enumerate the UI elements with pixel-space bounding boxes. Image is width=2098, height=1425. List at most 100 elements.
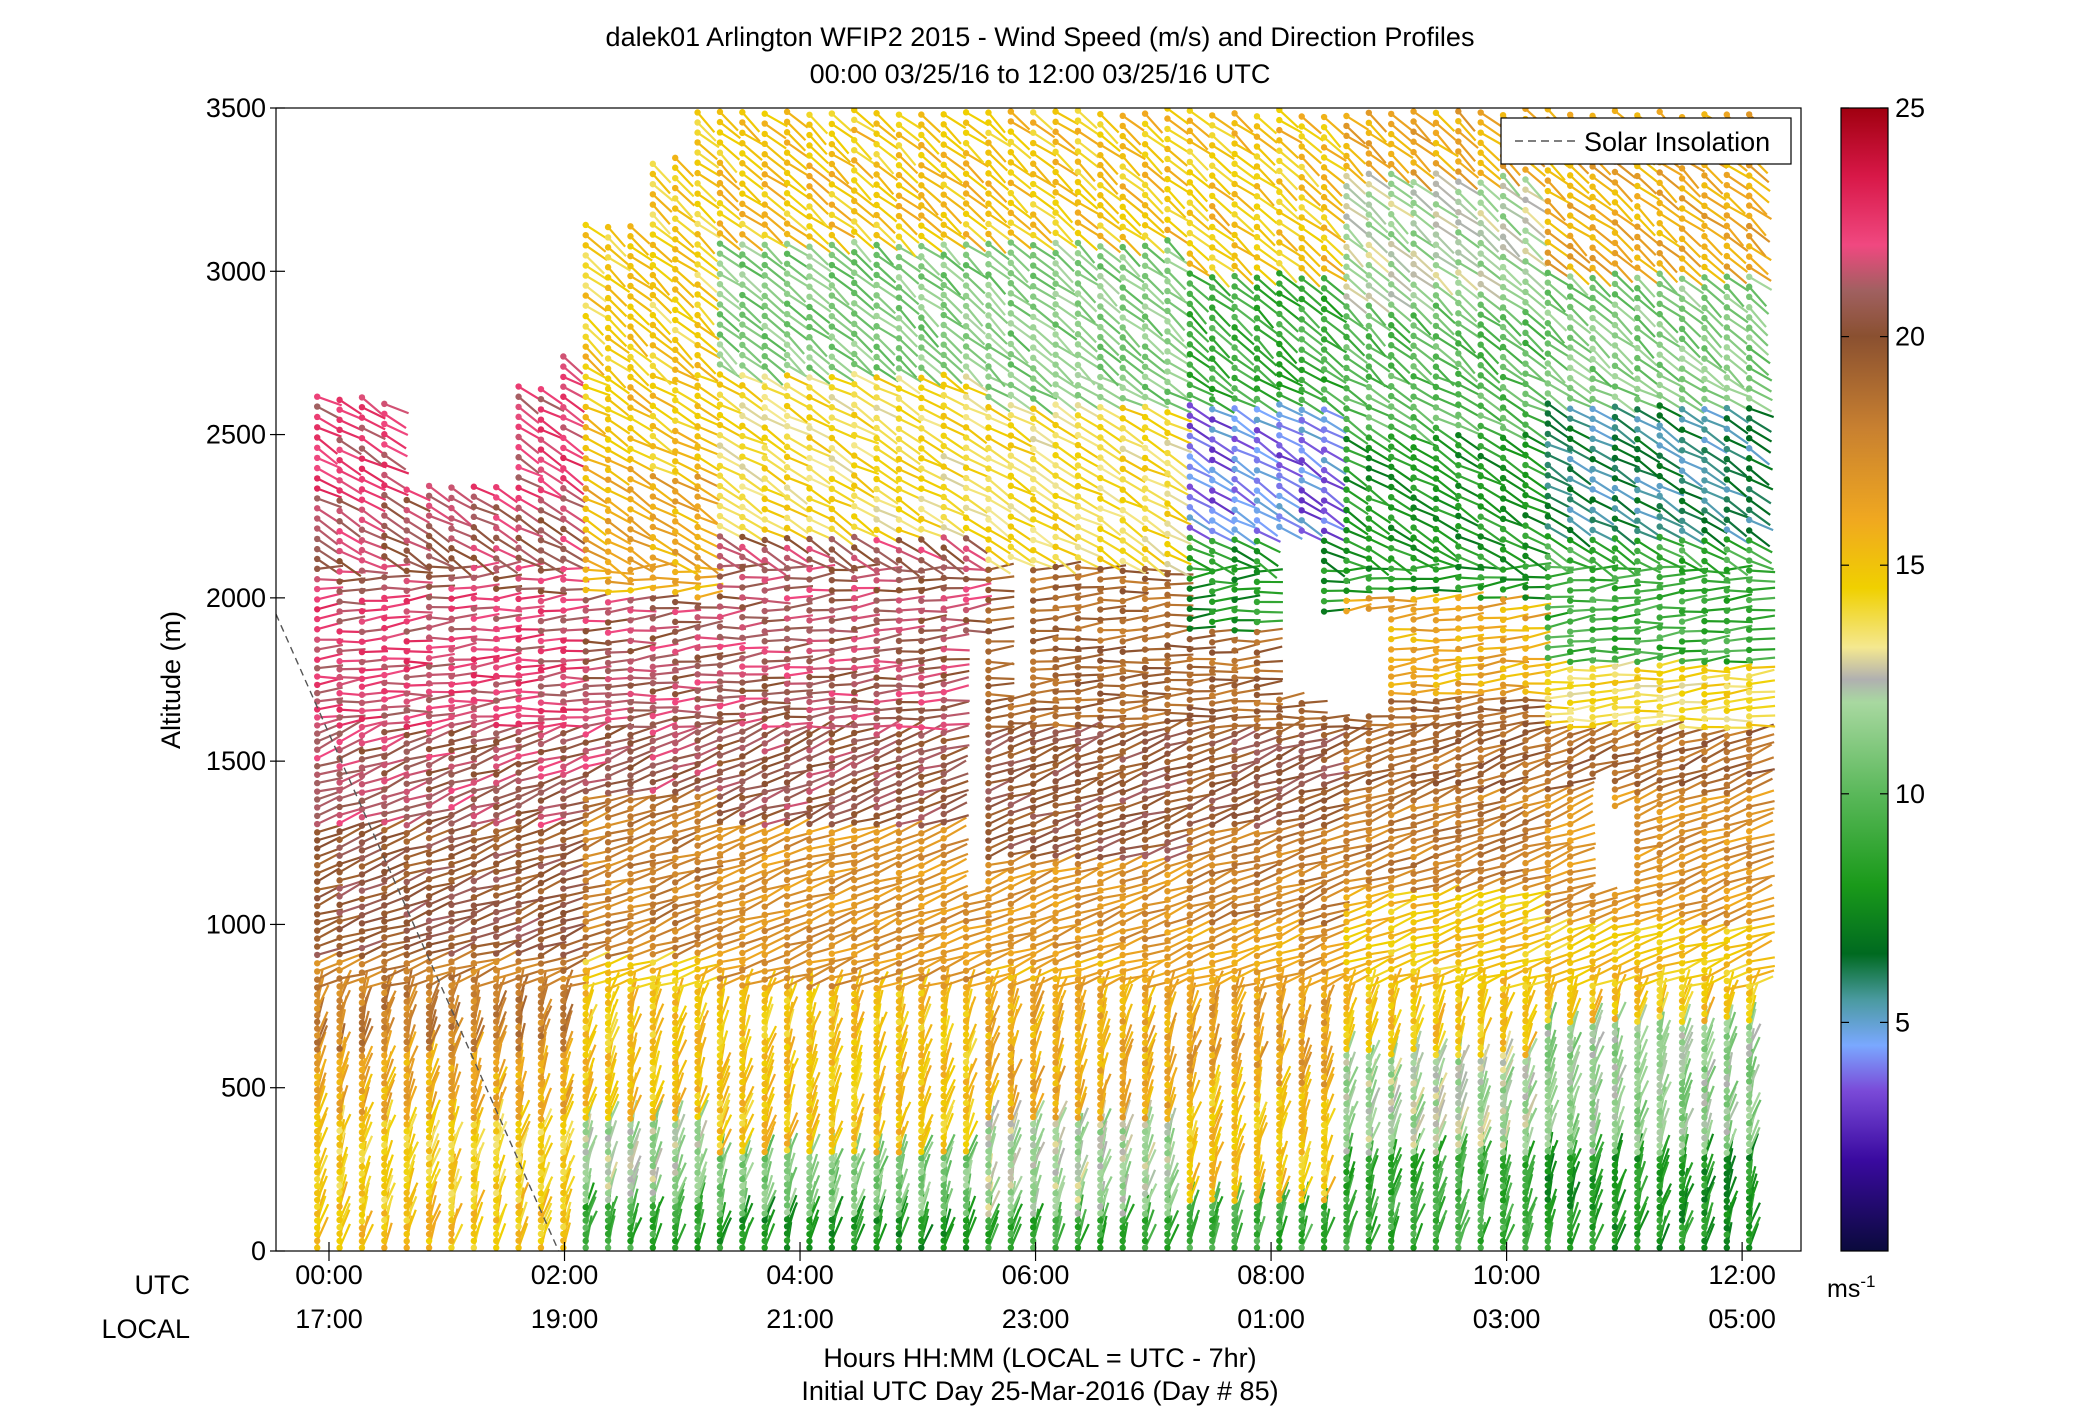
wind-barb-point <box>761 1237 768 1245</box>
wind-barb-shaft <box>405 1195 418 1221</box>
wind-barb-shaft <box>383 849 408 865</box>
wind-barb-point <box>672 387 679 394</box>
wind-barb-point <box>604 507 612 514</box>
wind-barb-point <box>716 1231 724 1238</box>
wind-barb-point <box>515 383 522 390</box>
wind-barb-point <box>649 543 657 551</box>
wind-barb-point <box>560 607 567 614</box>
wind-barb-point <box>515 484 522 491</box>
wind-barb-point <box>694 995 701 1003</box>
wind-barb-point <box>672 488 679 495</box>
wind-barb-point <box>448 1044 455 1052</box>
wind-barb-point <box>783 974 791 982</box>
wind-barb-point <box>672 903 679 910</box>
wind-barb-point <box>694 1244 701 1251</box>
wind-barb-point <box>694 1016 701 1024</box>
wind-barb-point <box>537 765 545 772</box>
wind-barb-point <box>582 1051 589 1059</box>
wind-barb-shaft <box>338 439 362 456</box>
wind-barb-point <box>649 820 657 827</box>
wind-barb-point <box>314 444 321 451</box>
wind-barb-point <box>582 302 589 309</box>
wind-barb-point <box>761 846 768 853</box>
wind-barb-point <box>381 996 388 1004</box>
wind-barb-point <box>493 672 500 680</box>
wind-barb-point <box>783 1174 791 1181</box>
wind-barb-point <box>604 1006 612 1013</box>
wind-barb-point <box>336 1175 343 1182</box>
wind-barb-point <box>314 1175 321 1183</box>
wind-barb-shaft <box>383 1066 397 1091</box>
wind-barb-point <box>761 666 768 673</box>
wind-barb-point <box>761 211 768 218</box>
wind-barb-point <box>761 764 768 771</box>
wind-barb-point <box>560 959 567 966</box>
wind-barb-point <box>314 1141 321 1148</box>
wind-barb-point <box>582 763 589 770</box>
wind-barb-point <box>470 754 478 762</box>
wind-barb-point <box>336 628 343 635</box>
wind-barb-point <box>381 482 388 489</box>
wind-barb-point <box>739 150 746 157</box>
wind-barb-point <box>515 1120 522 1128</box>
wind-barb-point <box>448 1127 455 1135</box>
wind-barb-point <box>470 1107 478 1115</box>
wind-barb-point <box>694 311 701 319</box>
wind-barb-point <box>493 575 500 582</box>
wind-barb-point <box>381 910 388 917</box>
wind-barb-point <box>314 1018 321 1026</box>
wind-barb-point <box>582 747 589 754</box>
wind-barb-point <box>694 671 701 678</box>
wind-barb-point <box>716 1177 724 1184</box>
wind-barb-point <box>381 918 388 925</box>
wind-barb-point <box>716 901 724 908</box>
wind-barb-point <box>336 618 343 625</box>
wind-barb-point <box>649 795 657 802</box>
wind-barb-shaft <box>361 762 386 777</box>
wind-barb-point <box>314 820 321 828</box>
wind-barb-point <box>515 867 522 875</box>
wind-barb-point <box>358 985 366 992</box>
wind-barb-point <box>381 1176 388 1183</box>
wind-barb-point <box>537 781 545 788</box>
wind-barb-point <box>783 1044 791 1051</box>
wind-barb-point <box>783 1146 791 1154</box>
wind-barb-point <box>694 372 701 379</box>
wind-barb-point <box>403 1223 410 1231</box>
wind-barb-point <box>739 129 746 137</box>
wind-barb-point <box>604 517 612 525</box>
wind-barb-point <box>448 868 455 876</box>
wind-barb-point <box>627 1020 634 1028</box>
wind-barb-point <box>604 314 612 322</box>
wind-barb-point <box>314 1224 321 1231</box>
wind-barb-shaft <box>361 915 388 925</box>
wind-barb-point <box>470 493 478 500</box>
wind-barb-shaft <box>361 800 388 811</box>
wind-barb-point <box>470 503 478 510</box>
wind-barb-point <box>470 763 478 770</box>
wind-barb-point <box>515 793 522 801</box>
wind-barb-point <box>537 1156 545 1163</box>
wind-barb-point <box>381 877 388 884</box>
wind-barb-point <box>627 475 634 483</box>
wind-barb-shaft <box>406 829 431 843</box>
wind-barb-point <box>582 353 589 360</box>
wind-barb-shaft <box>406 509 430 524</box>
wind-barb-point <box>336 681 343 689</box>
wind-barb-point <box>358 486 366 493</box>
wind-barb-point <box>448 635 455 643</box>
wind-barb-point <box>425 1065 433 1072</box>
wind-barb-point <box>582 690 589 698</box>
wind-barb-point <box>358 797 366 804</box>
wind-barb-point <box>448 575 455 582</box>
wind-barb-point <box>582 1231 589 1238</box>
wind-barb-point <box>493 997 500 1004</box>
wind-barb-point <box>358 1108 366 1116</box>
wind-barb-point <box>739 1223 746 1231</box>
wind-barb-point <box>783 1216 791 1223</box>
wind-barb-shaft <box>361 980 388 990</box>
wind-barb-point <box>403 1168 410 1176</box>
wind-barb-point <box>783 1105 791 1113</box>
wind-barb-point <box>336 803 343 811</box>
wind-barb-point <box>560 434 567 442</box>
